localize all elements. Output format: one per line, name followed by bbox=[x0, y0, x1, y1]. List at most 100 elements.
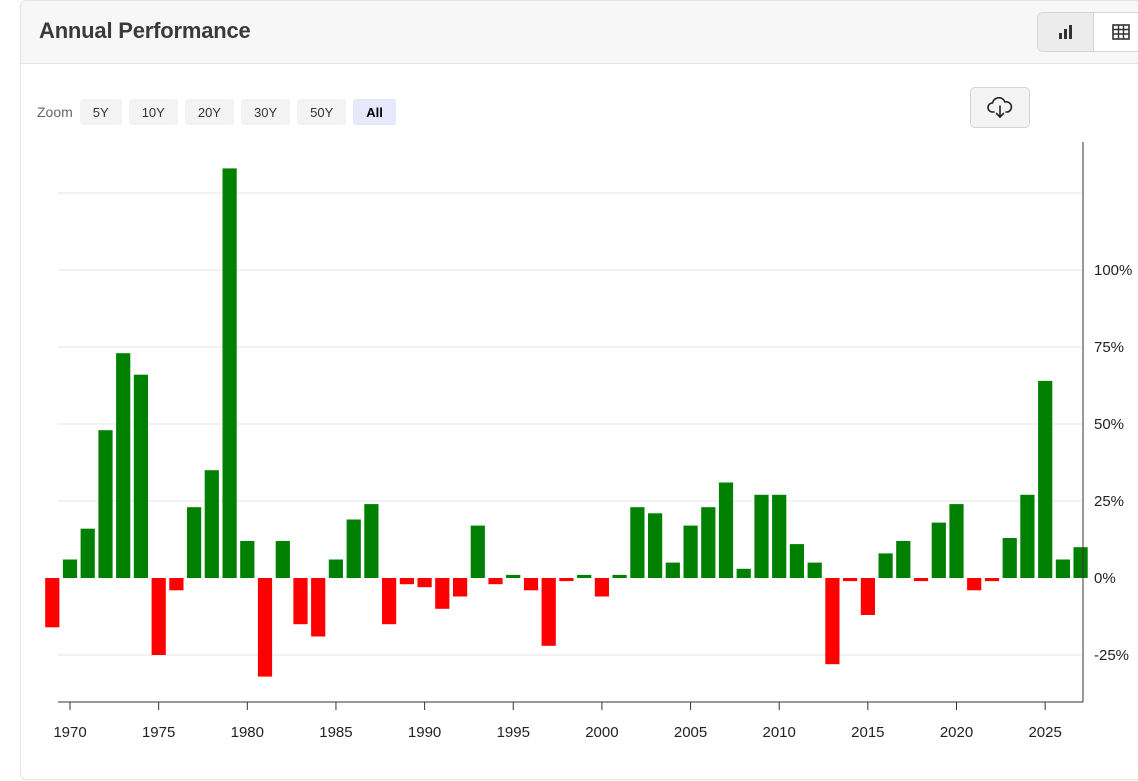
bar-1980[interactable] bbox=[240, 541, 255, 578]
bar-1993[interactable] bbox=[470, 525, 485, 578]
bar-2002[interactable] bbox=[630, 507, 645, 578]
bar-1992[interactable] bbox=[453, 578, 468, 597]
bar-2023[interactable] bbox=[1002, 538, 1017, 578]
bar-1973[interactable] bbox=[116, 353, 131, 578]
bar-2018[interactable] bbox=[913, 578, 929, 582]
bar-2004[interactable] bbox=[665, 562, 680, 578]
chart-header: Annual Performance bbox=[21, 1, 1138, 64]
bar-2020[interactable] bbox=[949, 504, 964, 578]
cloud-download-icon bbox=[987, 96, 1013, 118]
bar-2026[interactable] bbox=[1055, 559, 1070, 579]
chart-gridlines bbox=[58, 192, 1082, 656]
bar-2007[interactable] bbox=[718, 482, 734, 579]
chart-card: Annual Performance bbox=[20, 0, 1138, 780]
y-tick-label: 75% bbox=[1094, 339, 1124, 356]
bar-2009[interactable] bbox=[754, 494, 769, 578]
bar-1985[interactable] bbox=[328, 559, 343, 579]
zoom-5y-button[interactable]: 5Y bbox=[79, 99, 122, 125]
bar-1970[interactable] bbox=[62, 559, 78, 579]
y-tick-label: 50% bbox=[1094, 416, 1124, 433]
x-tick-label: 1970 bbox=[53, 724, 86, 741]
bar-2024[interactable] bbox=[1020, 494, 1035, 578]
bar-2022[interactable] bbox=[984, 578, 1000, 582]
bar-1999[interactable] bbox=[577, 574, 592, 578]
x-tick-label: 1975 bbox=[142, 724, 175, 741]
y-axis-ticks: -25% 0% 25% 50% 75% 100% bbox=[1094, 262, 1132, 664]
zoom-20y-button[interactable]: 20Y bbox=[184, 99, 234, 125]
chart-title: Annual Performance bbox=[39, 18, 251, 43]
zoom-10y-button[interactable]: 10Y bbox=[128, 99, 178, 125]
bar-2013[interactable] bbox=[825, 578, 840, 665]
x-tick-label: 2005 bbox=[674, 724, 707, 741]
x-tick-label: 2000 bbox=[585, 724, 618, 741]
chart-bars bbox=[45, 168, 1088, 677]
x-axis-ticks: 1970 1975 1980 1985 1990 1995 2000 2005 2010 2015… bbox=[53, 702, 1062, 741]
bar-1988[interactable] bbox=[382, 578, 397, 625]
bar-2005[interactable] bbox=[683, 525, 698, 578]
bar-1976[interactable] bbox=[169, 578, 184, 591]
x-tick-label: 1995 bbox=[497, 724, 530, 741]
bar-2006[interactable] bbox=[701, 507, 716, 578]
zoom-50y-button[interactable]: 50Y bbox=[297, 99, 347, 125]
bar-1975[interactable] bbox=[151, 578, 166, 655]
bar-1971[interactable] bbox=[80, 528, 95, 578]
bar-2001[interactable] bbox=[612, 574, 627, 578]
bar-1997[interactable] bbox=[541, 578, 556, 646]
bar-1996[interactable] bbox=[523, 578, 539, 591]
zoom-all-button[interactable]: All bbox=[353, 99, 396, 125]
y-tick-label: -25% bbox=[1094, 647, 1129, 664]
bar-1977[interactable] bbox=[187, 507, 202, 578]
bar-chart-icon bbox=[1059, 25, 1073, 39]
bar-1994[interactable] bbox=[488, 578, 503, 585]
bar-1981[interactable] bbox=[257, 578, 273, 677]
bar-2015[interactable] bbox=[860, 578, 875, 615]
x-tick-label: 2010 bbox=[763, 724, 796, 741]
bar-2014[interactable] bbox=[843, 578, 858, 582]
bar-1984[interactable] bbox=[311, 578, 326, 637]
bar-2012[interactable] bbox=[807, 562, 822, 578]
bar-2010[interactable] bbox=[772, 494, 787, 578]
zoom-label: Zoom bbox=[37, 104, 73, 120]
bar-1969[interactable] bbox=[45, 578, 60, 628]
bar-1989[interactable] bbox=[399, 578, 414, 585]
bar-1979[interactable] bbox=[222, 168, 237, 578]
view-toggle bbox=[1037, 12, 1138, 52]
download-button[interactable] bbox=[970, 87, 1030, 128]
bar-1974[interactable] bbox=[133, 374, 148, 578]
bar-1995[interactable] bbox=[506, 574, 521, 578]
bar-1998[interactable] bbox=[559, 578, 574, 582]
bar-2025[interactable] bbox=[1038, 380, 1053, 578]
bar-2003[interactable] bbox=[648, 513, 663, 578]
bar-1983[interactable] bbox=[293, 578, 308, 625]
bar-1972[interactable] bbox=[98, 430, 113, 578]
bar-2008[interactable] bbox=[736, 568, 751, 578]
bar-2027[interactable] bbox=[1073, 547, 1088, 578]
bar-1991[interactable] bbox=[435, 578, 450, 609]
bar-1986[interactable] bbox=[346, 519, 361, 579]
bar-1990[interactable] bbox=[417, 578, 432, 588]
bar-2000[interactable] bbox=[594, 578, 609, 597]
zoom-controls: Zoom 5Y 10Y 20Y 30Y 50Y All bbox=[37, 99, 403, 125]
x-tick-label: 2020 bbox=[940, 724, 973, 741]
x-tick-label: 1980 bbox=[231, 724, 264, 741]
table-icon bbox=[1111, 24, 1130, 40]
chart-view-button[interactable] bbox=[1038, 13, 1093, 51]
x-tick-label: 1990 bbox=[408, 724, 441, 741]
bar-2016[interactable] bbox=[878, 553, 893, 578]
table-view-button[interactable] bbox=[1092, 13, 1138, 51]
x-tick-label: 2015 bbox=[851, 724, 884, 741]
chart-axes bbox=[58, 142, 1084, 703]
bar-1987[interactable] bbox=[364, 504, 379, 578]
x-tick-label: 1985 bbox=[319, 724, 352, 741]
y-tick-label: 25% bbox=[1094, 493, 1124, 510]
bar-2019[interactable] bbox=[931, 522, 946, 578]
bar-2017[interactable] bbox=[896, 541, 911, 578]
y-tick-label: 100% bbox=[1094, 262, 1132, 279]
bar-2021[interactable] bbox=[967, 578, 982, 591]
y-tick-label: 0% bbox=[1094, 570, 1116, 587]
zoom-30y-button[interactable]: 30Y bbox=[240, 99, 291, 125]
bar-1978[interactable] bbox=[204, 470, 219, 578]
bar-2011[interactable] bbox=[789, 544, 804, 578]
bar-1982[interactable] bbox=[275, 541, 290, 578]
